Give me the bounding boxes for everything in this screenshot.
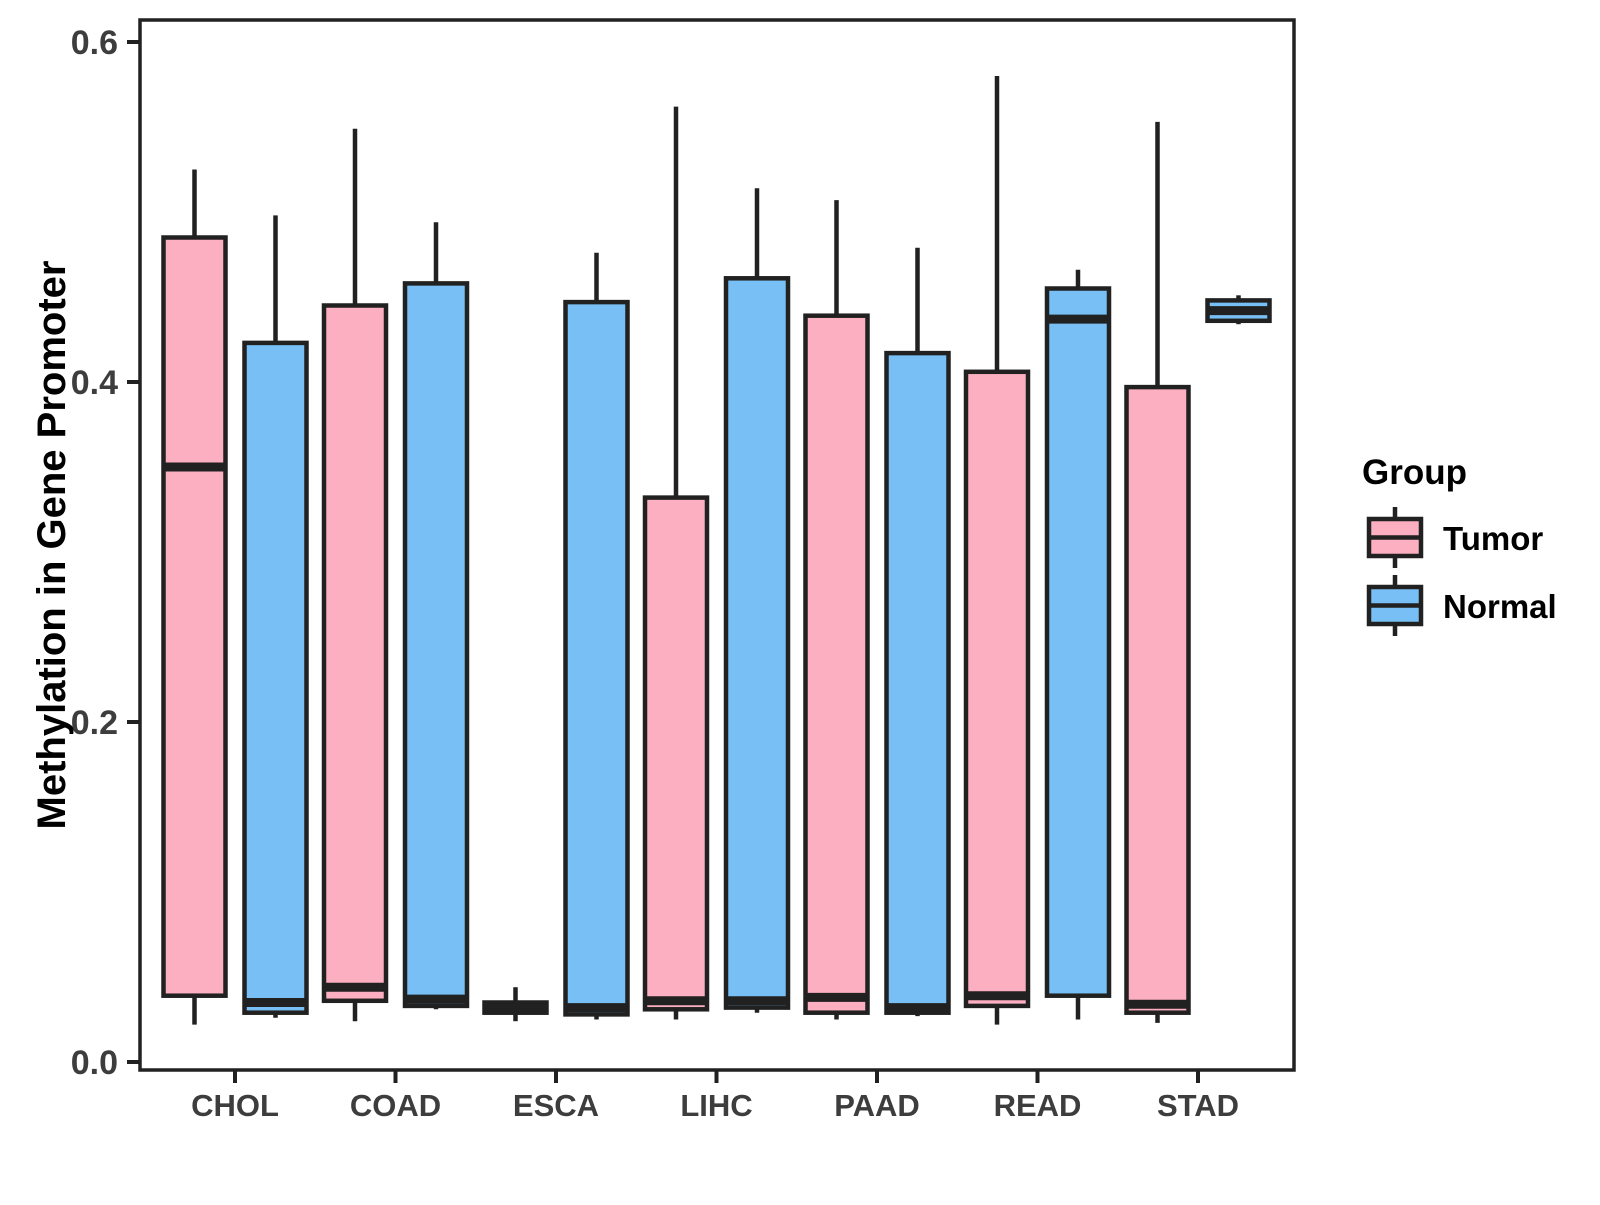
x-tick-label-stad: STAD [1157,1088,1239,1123]
legend: Group Tumor Normal [1362,453,1557,636]
panel-border [138,18,1296,1072]
x-tick-label-esca: ESCA [513,1088,599,1123]
y-tick-label-0-4: 0.4 [71,364,118,402]
box-coad-tumor-iqr [321,303,389,1004]
x-tick-label-paad: PAAD [834,1088,920,1123]
x-tick-label-read: READ [994,1088,1082,1123]
y-axis-title: Methylation in Gene Promoter [30,261,74,830]
x-tick-label-chol: CHOL [191,1088,279,1123]
legend-label-normal: Normal [1443,588,1557,625]
legend-title: Group [1362,453,1467,492]
box-lihc-normal-iqr [723,276,791,1010]
plot-panel [127,18,1296,1083]
y-tick-label-0-0: 0.0 [71,1044,118,1082]
box-stad-tumor-iqr [1124,384,1191,1015]
x-tick-label-coad: COAD [350,1088,441,1123]
box-paad-tumor-iqr [803,313,870,1015]
y-tick-label-0-6: 0.6 [71,24,118,62]
box-lihc-tumor-iqr [642,495,710,1012]
legend-key-tumor: Tumor [1366,507,1543,568]
box-esca-normal-iqr [563,299,630,1017]
box-chol-normal-iqr [242,340,309,1015]
y-tick-label-0-2: 0.2 [71,704,118,742]
legend-key-normal: Normal [1366,575,1557,636]
box-read-tumor-iqr [963,369,1031,1009]
box-read-normal-iqr [1044,286,1112,998]
x-tick-label-lihc: LIHC [680,1088,752,1123]
box-coad-normal-iqr [402,281,470,1009]
legend-label-tumor: Tumor [1443,520,1543,557]
box-chol-tumor-iqr [161,235,228,998]
box-paad-normal-iqr [884,350,951,1015]
